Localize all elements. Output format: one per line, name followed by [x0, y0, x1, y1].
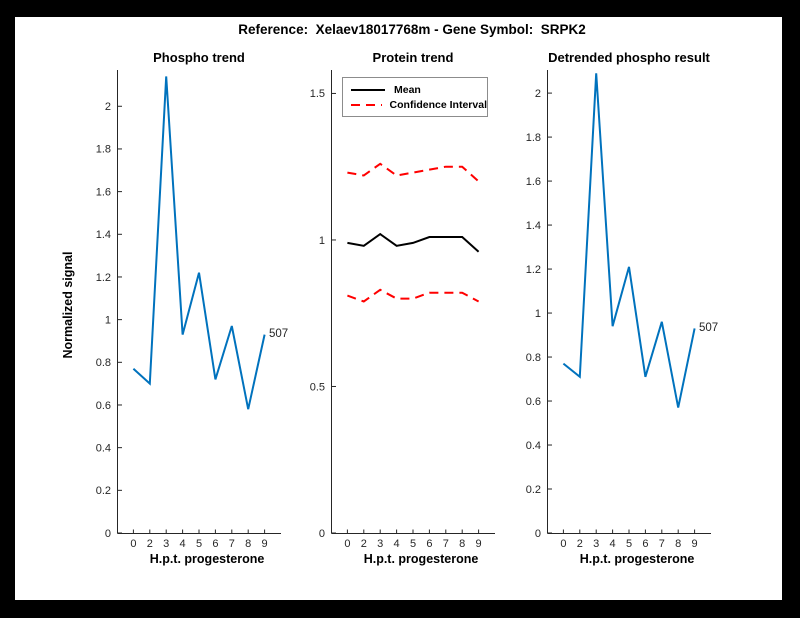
protein-trend-x-tick-label: 4	[394, 538, 400, 550]
phospho-trend-y-tick-label: 1	[105, 314, 111, 326]
protein-trend-y-tick-label: 0.5	[310, 381, 325, 393]
protein-trend-series-red	[347, 162, 480, 183]
legend-row-mean: Mean	[350, 84, 487, 96]
detrended-phospho-x-tick-label: 2	[577, 538, 583, 550]
detrended-phospho-y-tick-label: 1.8	[526, 132, 541, 144]
detrended-phospho-x-tick-label: 5	[626, 538, 632, 550]
figure-canvas: 0 2 3 4 5 6 7 8 9 0 0.2 0.4 0.6 0.8 1 1.2 1.4 1.6 1.8 2 0 2 3 4…	[15, 17, 782, 600]
legend-mean-line-sample	[351, 88, 385, 91]
legend-ci-label: Confidence Interval	[389, 98, 487, 111]
detrended-phospho-y-tick-label: 1.2	[526, 264, 541, 276]
protein-trend-y-tick-label: 0	[319, 528, 325, 540]
detrended-phospho-y-tick-label: 1	[535, 308, 541, 320]
protein-trend-series-black	[347, 232, 480, 253]
protein-trend-x-tick-label: 2	[361, 538, 367, 550]
plots-svg: 0 2 3 4 5 6 7 8 900.20.40.60.811.21.41.61.820 2 3 4…	[96, 70, 711, 550]
detrended-phospho-x-tick-label: 8	[675, 538, 681, 550]
legend-ci-line-sample	[351, 103, 382, 106]
detrended-phospho-y-tick-label: 0.2	[526, 484, 541, 496]
detrended-phospho-y-tick-label: 1.6	[526, 176, 541, 188]
legend-mean-label: Mean	[394, 83, 421, 96]
protein-trend-x-tick-label: 3	[377, 538, 383, 550]
detrended-phospho-y-tick-label: 0	[535, 528, 541, 540]
subplot-phospho-annotation: 507	[269, 328, 289, 340]
phospho-trend-y-tick-label: 0.2	[96, 485, 111, 497]
detrended-phospho-x-tick-label: 0	[560, 538, 566, 550]
detrended-phospho-y-tick-label: 0.4	[526, 440, 541, 452]
detrended-phospho-x-tick-label: 4	[610, 538, 616, 550]
subplot-detrended-xlabel: H.p.t. progesterone	[579, 552, 695, 566]
protein-trend-x-tick-label: 5	[410, 538, 416, 550]
y-axis-label: Normalized signal	[61, 251, 75, 359]
phospho-trend-x-tick-label: 4	[180, 538, 186, 550]
detrended-phospho-y-tick-label: 0.6	[526, 396, 541, 408]
phospho-trend-x-tick-label: 6	[212, 538, 218, 550]
phospho-trend-x-tick-label: 0	[130, 538, 136, 550]
legend-row-ci: Confidence Interval	[350, 99, 487, 111]
phospho-trend-y-tick-label: 0.6	[96, 400, 111, 412]
detrended-phospho-y-tick-label: 2	[535, 88, 541, 100]
phospho-trend-y-tick-label: 2	[105, 101, 111, 113]
phospho-trend-y-tick-label: 0.8	[96, 357, 111, 369]
subplot-detrended-annotation: 507	[699, 322, 719, 334]
phospho-trend-series-blue	[132, 76, 266, 410]
phospho-trend-x-tick-label: 8	[245, 538, 251, 550]
protein-trend-y-tick-label: 1	[319, 235, 325, 247]
phospho-trend-x-tick-label: 5	[196, 538, 202, 550]
phospho-trend-y-tick-label: 0	[105, 528, 111, 540]
detrended-phospho-y-tick-label: 0.8	[526, 352, 541, 364]
phospho-trend-y-tick-label: 0.4	[96, 442, 111, 454]
protein-trend-y-tick-label: 1.5	[310, 88, 325, 100]
protein-trend-x-tick-label: 6	[426, 538, 432, 550]
subplot-protein-title: Protein trend	[372, 50, 454, 65]
figure-title: Reference: Xelaev18017768m - Gene Symbol…	[238, 22, 586, 37]
phospho-trend-x-tick-label: 3	[163, 538, 169, 550]
phospho-trend-y-tick-label: 1.4	[96, 229, 111, 241]
protein-trend-x-tick-label: 9	[476, 538, 482, 550]
detrended-phospho-x-tick-label: 9	[692, 538, 698, 550]
phospho-trend-x-tick-label: 2	[147, 538, 153, 550]
phospho-trend-y-tick-label: 1.2	[96, 272, 111, 284]
phospho-trend-y-tick-label: 1.6	[96, 186, 111, 198]
phospho-trend-x-tick-label: 7	[229, 538, 235, 550]
protein-trend-x-tick-label: 0	[344, 538, 350, 550]
detrended-phospho-x-tick-label: 7	[659, 538, 665, 550]
protein-trend-series-red	[347, 288, 480, 303]
legend: Mean Confidence Interval	[342, 77, 488, 117]
detrended-phospho-series-blue	[562, 73, 696, 408]
subplot-detrended-title: Detrended phospho result	[548, 50, 710, 65]
detrended-phospho-x-tick-label: 6	[642, 538, 648, 550]
subplot-phospho-xlabel: H.p.t. progesterone	[149, 552, 265, 566]
phospho-trend-y-tick-label: 1.8	[96, 144, 111, 156]
protein-trend-x-tick-label: 8	[459, 538, 465, 550]
detrended-phospho-y-tick-label: 1.4	[526, 220, 541, 232]
protein-trend-x-tick-label: 7	[443, 538, 449, 550]
phospho-trend-x-tick-label: 9	[262, 538, 268, 550]
detrended-phospho-x-tick-label: 3	[593, 538, 599, 550]
subplot-phospho-title: Phospho trend	[153, 50, 245, 65]
subplot-protein-xlabel: H.p.t. progesterone	[363, 552, 479, 566]
